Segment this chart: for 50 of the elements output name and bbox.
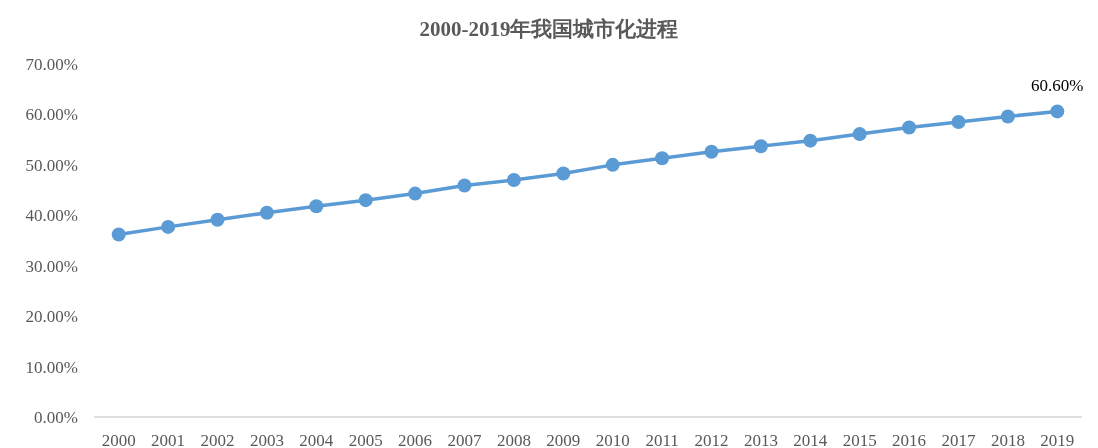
x-tick-label: 2010 (595, 431, 630, 448)
x-tick-label: 2014 (793, 431, 828, 448)
point (309, 199, 324, 214)
point (111, 227, 126, 242)
point (605, 157, 620, 172)
x-tick-label: 2005 (348, 431, 383, 448)
x-tick-label: 2001 (151, 431, 186, 448)
x-tick-label: 2012 (694, 431, 729, 448)
point (704, 144, 719, 159)
x-tick-label: 2019 (1040, 431, 1075, 448)
data-label: 60.60% (1031, 76, 1084, 96)
point (753, 139, 768, 154)
x-tick-label: 2002 (200, 431, 235, 448)
point (1050, 104, 1065, 119)
point (408, 186, 423, 201)
x-tick-label: 2015 (842, 431, 877, 448)
point (210, 212, 225, 227)
y-tick-label: 40.00% (25, 206, 78, 226)
y-tick-label: 70.00% (25, 55, 78, 74)
x-tick-label: 2006 (398, 431, 433, 448)
point (655, 151, 670, 166)
x-tick-label: 2013 (743, 431, 778, 448)
x-tick-label: 2017 (941, 431, 976, 448)
y-tick-label: 60.00% (25, 105, 78, 125)
x-tick-label: 2007 (447, 431, 482, 448)
x-tick-label: 2000 (101, 431, 136, 448)
x-tick-label: 2003 (249, 431, 284, 448)
point (556, 166, 571, 181)
point (902, 120, 917, 135)
point (161, 219, 176, 234)
y-tick-label: 10.00% (25, 357, 78, 377)
point (358, 193, 373, 208)
x-tick-label: 2004 (299, 431, 334, 448)
x-tick-label: 2008 (496, 431, 531, 448)
point (1000, 109, 1015, 124)
y-tick-label: 50.00% (25, 155, 78, 175)
y-tick-label: 0.00% (34, 408, 78, 427)
point (951, 114, 966, 129)
point (852, 127, 867, 142)
point (506, 172, 521, 187)
x-tick-label: 2018 (990, 431, 1025, 448)
chart-title: 2000-2019年我国城市化进程 (419, 17, 679, 41)
x-tick-label: 2009 (546, 431, 581, 448)
point (803, 133, 818, 148)
x-tick-label: 2011 (645, 431, 679, 448)
point (259, 205, 274, 220)
y-tick-label: 30.00% (25, 256, 78, 276)
y-tick-label: 20.00% (25, 307, 78, 327)
x-tick-label: 2016 (892, 431, 927, 448)
point (457, 178, 472, 193)
